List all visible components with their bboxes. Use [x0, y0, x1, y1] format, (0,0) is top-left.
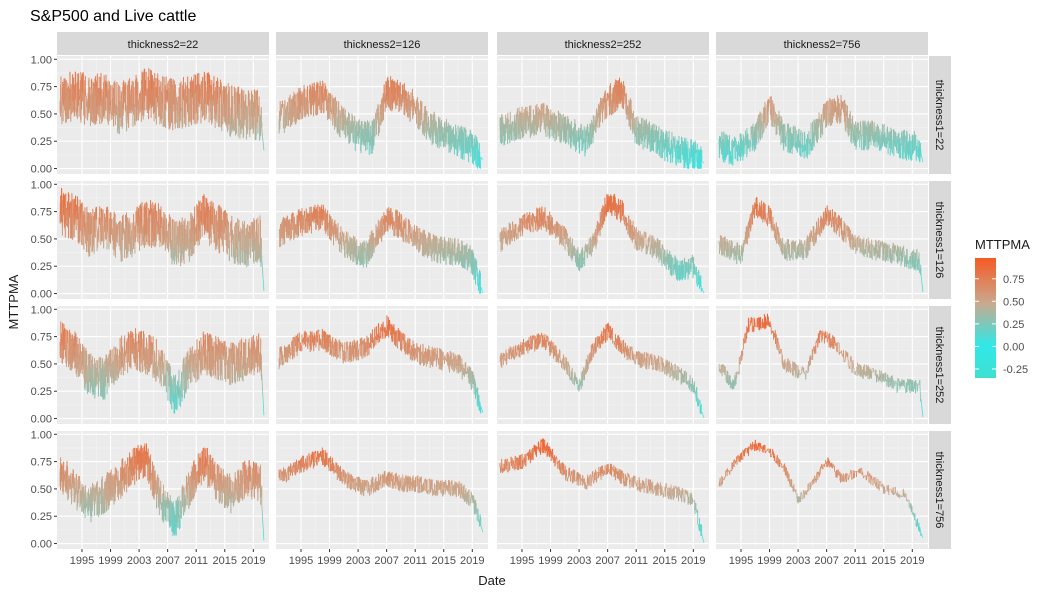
chart-title: S&P500 and Live cattle [30, 8, 196, 25]
panel-background [716, 306, 928, 424]
panel-background [497, 181, 709, 299]
facet-panel [497, 306, 709, 424]
facet-panel [497, 181, 709, 299]
panel-background [497, 306, 709, 424]
panels-layer [57, 56, 928, 549]
facet-panel [716, 306, 928, 424]
